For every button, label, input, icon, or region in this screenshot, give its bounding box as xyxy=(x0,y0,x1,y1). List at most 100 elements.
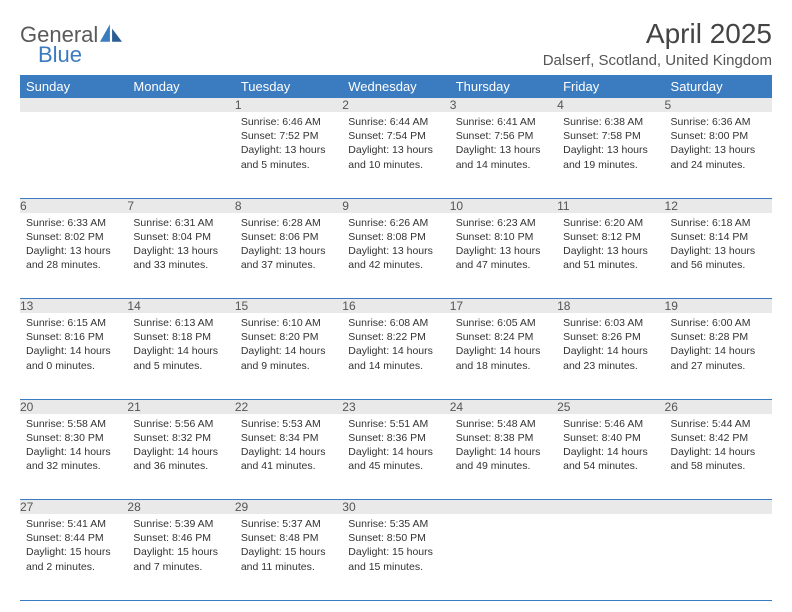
day-cell-body: Sunrise: 6:05 AMSunset: 8:24 PMDaylight:… xyxy=(450,313,557,377)
day-body-row: Sunrise: 5:41 AMSunset: 8:44 PMDaylight:… xyxy=(20,514,772,600)
day-cell: Sunrise: 6:15 AMSunset: 8:16 PMDaylight:… xyxy=(20,313,127,399)
day-cell-body: Sunrise: 6:20 AMSunset: 8:12 PMDaylight:… xyxy=(557,213,664,277)
logo-word-stack: General Blue xyxy=(20,22,122,68)
day-cell: Sunrise: 5:58 AMSunset: 8:30 PMDaylight:… xyxy=(20,414,127,500)
day-cell-body: Sunrise: 6:08 AMSunset: 8:22 PMDaylight:… xyxy=(342,313,449,377)
day-header: Monday xyxy=(127,75,234,98)
day-number-cell: 26 xyxy=(665,399,772,414)
day-header: Tuesday xyxy=(235,75,342,98)
day-number-cell: 5 xyxy=(665,98,772,112)
calendar-body: 12345Sunrise: 6:46 AMSunset: 7:52 PMDayl… xyxy=(20,98,772,600)
day-cell-body: Sunrise: 6:10 AMSunset: 8:20 PMDaylight:… xyxy=(235,313,342,377)
day-number-cell: 24 xyxy=(450,399,557,414)
day-cell-body: Sunrise: 6:46 AMSunset: 7:52 PMDaylight:… xyxy=(235,112,342,176)
day-number-cell: 9 xyxy=(342,198,449,213)
day-cell-body: Sunrise: 6:23 AMSunset: 8:10 PMDaylight:… xyxy=(450,213,557,277)
day-cell: Sunrise: 5:37 AMSunset: 8:48 PMDaylight:… xyxy=(235,514,342,600)
day-cell-body: Sunrise: 6:33 AMSunset: 8:02 PMDaylight:… xyxy=(20,213,127,277)
day-cell: Sunrise: 6:41 AMSunset: 7:56 PMDaylight:… xyxy=(450,112,557,198)
day-cell: Sunrise: 6:10 AMSunset: 8:20 PMDaylight:… xyxy=(235,313,342,399)
day-cell-body: Sunrise: 6:38 AMSunset: 7:58 PMDaylight:… xyxy=(557,112,664,176)
day-cell: Sunrise: 6:08 AMSunset: 8:22 PMDaylight:… xyxy=(342,313,449,399)
header: General Blue April 2025 Dalserf, Scotlan… xyxy=(20,18,772,69)
day-cell-body: Sunrise: 5:41 AMSunset: 8:44 PMDaylight:… xyxy=(20,514,127,578)
day-cell: Sunrise: 6:28 AMSunset: 8:06 PMDaylight:… xyxy=(235,213,342,299)
day-number-cell: 18 xyxy=(557,299,664,314)
day-cell-body: Sunrise: 6:03 AMSunset: 8:26 PMDaylight:… xyxy=(557,313,664,377)
daynum-row: 20212223242526 xyxy=(20,399,772,414)
day-number-cell: 10 xyxy=(450,198,557,213)
day-cell-body: Sunrise: 6:26 AMSunset: 8:08 PMDaylight:… xyxy=(342,213,449,277)
day-cell: Sunrise: 6:33 AMSunset: 8:02 PMDaylight:… xyxy=(20,213,127,299)
day-cell: Sunrise: 6:05 AMSunset: 8:24 PMDaylight:… xyxy=(450,313,557,399)
day-cell-body: Sunrise: 5:58 AMSunset: 8:30 PMDaylight:… xyxy=(20,414,127,478)
day-cell: Sunrise: 5:44 AMSunset: 8:42 PMDaylight:… xyxy=(665,414,772,500)
day-number-cell: 25 xyxy=(557,399,664,414)
day-header: Saturday xyxy=(665,75,772,98)
day-cell xyxy=(450,514,557,600)
day-cell-body: Sunrise: 6:00 AMSunset: 8:28 PMDaylight:… xyxy=(665,313,772,377)
month-title: April 2025 xyxy=(543,18,772,50)
day-cell-body: Sunrise: 6:36 AMSunset: 8:00 PMDaylight:… xyxy=(665,112,772,176)
day-cell: Sunrise: 5:53 AMSunset: 8:34 PMDaylight:… xyxy=(235,414,342,500)
day-number-cell xyxy=(450,500,557,515)
day-number-cell: 22 xyxy=(235,399,342,414)
day-number-cell xyxy=(557,500,664,515)
daynum-row: 13141516171819 xyxy=(20,299,772,314)
day-number-cell: 8 xyxy=(235,198,342,213)
day-cell-body: Sunrise: 6:18 AMSunset: 8:14 PMDaylight:… xyxy=(665,213,772,277)
day-cell: Sunrise: 6:23 AMSunset: 8:10 PMDaylight:… xyxy=(450,213,557,299)
day-cell-body: Sunrise: 6:31 AMSunset: 8:04 PMDaylight:… xyxy=(127,213,234,277)
day-cell-body: Sunrise: 5:51 AMSunset: 8:36 PMDaylight:… xyxy=(342,414,449,478)
day-cell-body: Sunrise: 5:46 AMSunset: 8:40 PMDaylight:… xyxy=(557,414,664,478)
title-block: April 2025 Dalserf, Scotland, United Kin… xyxy=(543,18,772,69)
daynum-row: 27282930 xyxy=(20,500,772,515)
day-number-cell: 29 xyxy=(235,500,342,515)
day-number-cell: 13 xyxy=(20,299,127,314)
day-number-cell: 1 xyxy=(235,98,342,112)
day-number-cell: 3 xyxy=(450,98,557,112)
day-cell: Sunrise: 6:03 AMSunset: 8:26 PMDaylight:… xyxy=(557,313,664,399)
day-number-cell: 2 xyxy=(342,98,449,112)
day-cell-body: Sunrise: 6:41 AMSunset: 7:56 PMDaylight:… xyxy=(450,112,557,176)
day-header: Friday xyxy=(557,75,664,98)
day-cell: Sunrise: 6:13 AMSunset: 8:18 PMDaylight:… xyxy=(127,313,234,399)
day-header: Wednesday xyxy=(342,75,449,98)
day-cell: Sunrise: 6:20 AMSunset: 8:12 PMDaylight:… xyxy=(557,213,664,299)
day-number-cell xyxy=(20,98,127,112)
day-cell-body: Sunrise: 5:35 AMSunset: 8:50 PMDaylight:… xyxy=(342,514,449,578)
day-number-cell: 4 xyxy=(557,98,664,112)
day-cell: Sunrise: 5:51 AMSunset: 8:36 PMDaylight:… xyxy=(342,414,449,500)
day-cell-body: Sunrise: 5:53 AMSunset: 8:34 PMDaylight:… xyxy=(235,414,342,478)
day-cell xyxy=(127,112,234,198)
day-cell: Sunrise: 6:18 AMSunset: 8:14 PMDaylight:… xyxy=(665,213,772,299)
day-body-row: Sunrise: 6:15 AMSunset: 8:16 PMDaylight:… xyxy=(20,313,772,399)
day-number-cell xyxy=(665,500,772,515)
day-cell-body: Sunrise: 6:13 AMSunset: 8:18 PMDaylight:… xyxy=(127,313,234,377)
day-number-cell: 20 xyxy=(20,399,127,414)
day-number-cell: 15 xyxy=(235,299,342,314)
day-cell: Sunrise: 5:46 AMSunset: 8:40 PMDaylight:… xyxy=(557,414,664,500)
logo: General Blue xyxy=(20,18,122,68)
day-number-cell: 12 xyxy=(665,198,772,213)
day-cell: Sunrise: 6:38 AMSunset: 7:58 PMDaylight:… xyxy=(557,112,664,198)
sail-icon xyxy=(100,24,122,42)
day-cell: Sunrise: 6:00 AMSunset: 8:28 PMDaylight:… xyxy=(665,313,772,399)
day-number-cell: 14 xyxy=(127,299,234,314)
day-body-row: Sunrise: 6:33 AMSunset: 8:02 PMDaylight:… xyxy=(20,213,772,299)
day-header: Thursday xyxy=(450,75,557,98)
day-cell-body: Sunrise: 5:44 AMSunset: 8:42 PMDaylight:… xyxy=(665,414,772,478)
location: Dalserf, Scotland, United Kingdom xyxy=(543,52,772,69)
day-number-cell: 23 xyxy=(342,399,449,414)
day-number-cell xyxy=(127,98,234,112)
day-cell xyxy=(557,514,664,600)
day-header-row: SundayMondayTuesdayWednesdayThursdayFrid… xyxy=(20,75,772,98)
day-cell: Sunrise: 5:35 AMSunset: 8:50 PMDaylight:… xyxy=(342,514,449,600)
day-cell-body: Sunrise: 6:15 AMSunset: 8:16 PMDaylight:… xyxy=(20,313,127,377)
day-body-row: Sunrise: 5:58 AMSunset: 8:30 PMDaylight:… xyxy=(20,414,772,500)
day-number-cell: 16 xyxy=(342,299,449,314)
daynum-row: 12345 xyxy=(20,98,772,112)
day-number-cell: 17 xyxy=(450,299,557,314)
day-cell: Sunrise: 6:44 AMSunset: 7:54 PMDaylight:… xyxy=(342,112,449,198)
day-cell: Sunrise: 5:56 AMSunset: 8:32 PMDaylight:… xyxy=(127,414,234,500)
